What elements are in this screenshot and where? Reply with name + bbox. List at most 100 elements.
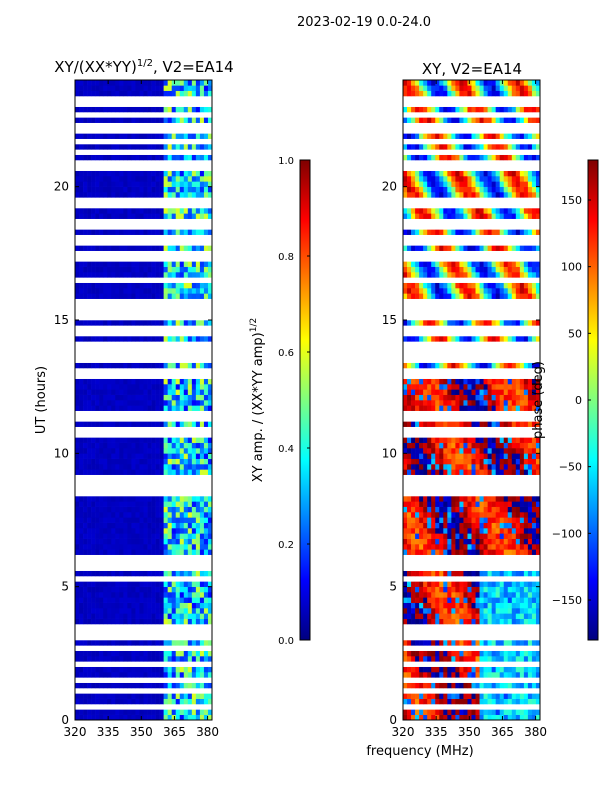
amp-cell [119,592,124,598]
amp-cell [171,144,177,150]
phase-cell [447,544,452,550]
amp-cell [131,698,136,705]
phase-cell [523,266,529,273]
phase-cell [503,288,509,294]
phase-cell [411,650,416,657]
phase-cell [511,421,517,427]
amp-cell [179,464,185,470]
phase-cell [479,458,484,465]
amp-cell [203,608,209,614]
amp-cell [83,517,88,523]
phase-cell [523,592,529,598]
amp-cell [195,176,201,182]
amp-cell [111,261,116,267]
phase-flag-row [403,101,540,107]
amp-cell [115,181,120,187]
amp-flag-row [75,480,212,486]
amp-cell [203,602,209,609]
phase-cell [475,538,480,545]
amp-cell [91,394,96,401]
amp-cell [199,154,205,161]
phase-cell [423,666,428,673]
amp-cell [127,640,132,646]
phase-cell [523,378,529,385]
amp-cell [123,496,128,502]
amp-cell [159,181,164,187]
amp-cell [99,229,104,235]
phase-cell [507,266,513,273]
amp-cell [119,608,124,614]
phase-cell [527,597,533,603]
phase-cell [519,469,525,475]
amp-cell [127,85,132,91]
phase-cell [483,320,488,326]
phase-cell [431,282,436,289]
amp-cell [155,378,160,385]
phase-cell [507,192,513,198]
amp-cell [131,336,136,342]
amp-cell [171,336,177,342]
phase-cell [463,693,468,699]
phase-cell [535,618,541,625]
phase-cell [447,336,452,342]
amp-cell [119,266,124,273]
phase-cell [463,362,468,369]
amp-cell [87,528,92,534]
amp-cell [207,672,213,678]
amp-cell [75,549,80,555]
phase-cell [431,453,436,459]
phase-cell [495,266,501,273]
amp-cell [155,517,160,523]
amp-cell [171,394,177,401]
amp-cell [155,464,160,470]
amp-cell [175,85,181,91]
phase-cell [507,469,513,475]
amp-cell [91,336,96,342]
amp-cell [155,229,160,235]
phase-cell [515,192,521,198]
phase-cell [447,640,452,646]
phase-cell [491,213,496,219]
amp-cell [127,597,132,603]
amp-cell [107,293,112,299]
phase-cell [495,469,501,475]
amp-cell [187,528,193,534]
phase-cell [491,618,496,625]
amp-cell [111,389,116,395]
amp-cell [195,186,201,193]
amp-cell [135,288,140,294]
amp-cell [99,282,104,289]
amp-cell [95,650,100,657]
amp-cell [107,682,112,689]
amp-cell [83,362,88,369]
amp-cell [187,464,193,470]
phase-cell [443,458,448,465]
phase-cell [523,672,529,678]
amp-cell [79,640,84,646]
amp-cell [207,538,213,545]
phase-cell [431,544,436,550]
amp-cell [167,522,173,529]
phase-cell [491,517,496,523]
amp-cell [199,362,205,369]
phase-cell [447,442,452,449]
phase-cell [447,320,452,326]
phase-cell [467,144,472,150]
amp-cell [159,144,164,150]
phase-cell [443,650,448,657]
amp-cell [195,586,201,593]
phase-cell [447,469,452,475]
phase-cell [535,709,541,715]
amp-cell [127,501,132,507]
amp-cell [107,288,112,294]
amp-cell [171,192,177,198]
amp-cell [131,592,136,598]
phase-cell [479,181,484,187]
amp-cell [183,320,189,326]
phase-cell [455,496,460,502]
phase-cell [419,192,424,198]
phase-cell [451,714,456,721]
phase-cell [427,608,432,614]
phase-cell [507,144,513,150]
amp-cell [83,421,88,427]
